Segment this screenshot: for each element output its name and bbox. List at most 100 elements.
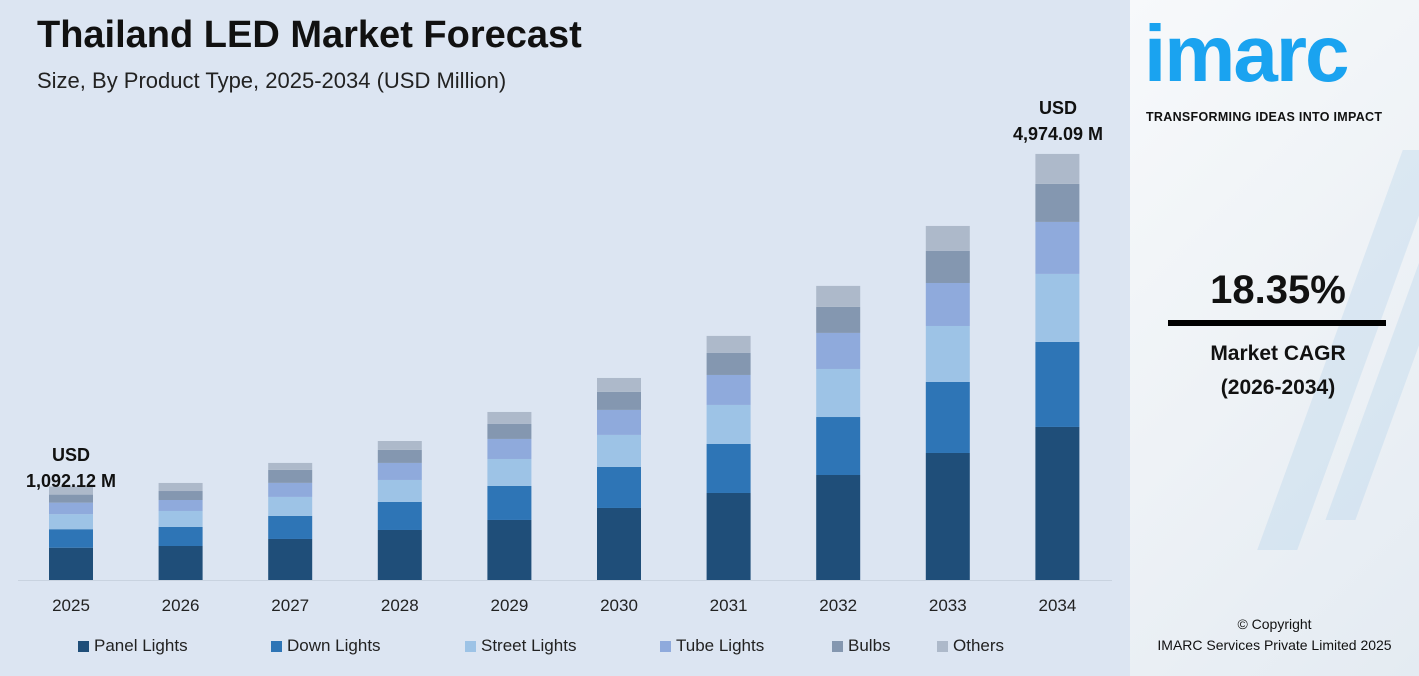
bar-segment-others-2029: [487, 411, 532, 424]
bar-segment-panel-lights-2030: [597, 507, 641, 580]
legend-swatch: [465, 640, 476, 652]
info-panel: imarc TRANSFORMING IDEAS INTO IMPACT 18.…: [1130, 0, 1419, 676]
bar-segment-bulbs-2031: [706, 352, 751, 375]
bar-segment-street-lights-2030: [597, 434, 641, 467]
copyright-line1: © Copyright: [1237, 616, 1312, 632]
bar-segment-down-lights-2032: [816, 417, 861, 476]
bar-segment-street-lights-2026: [158, 510, 203, 527]
bar-segment-down-lights-2029: [487, 485, 532, 520]
x-tick-label: 2030: [600, 596, 638, 615]
bar-segment-panel-lights-2029: [487, 519, 532, 580]
legend-item: Tube Lights: [660, 636, 832, 656]
legend-swatch: [78, 640, 89, 652]
annotation-value: 4,974.09 M: [1012, 124, 1104, 144]
x-tick-label: 2026: [162, 596, 200, 615]
bar-segment-bulbs-2025: [49, 494, 93, 503]
bar-segment-bulbs-2032: [816, 306, 861, 333]
x-tick-label: 2027: [271, 596, 309, 615]
bar-segment-down-lights-2034: [1035, 341, 1080, 427]
bar-segment-panel-lights-2028: [377, 529, 422, 580]
annotation-2025: USD 1,092.12 M: [10, 442, 132, 494]
bar-segment-panel-lights-2026: [158, 545, 203, 580]
bar-segment-bulbs-2030: [597, 391, 641, 410]
legend-label: Bulbs: [848, 636, 891, 655]
cagr-period: (2026-2034): [1220, 376, 1336, 399]
x-tick-label: 2032: [819, 596, 857, 615]
imarc-logo: imarc: [1144, 9, 1349, 98]
bar-segment-down-lights-2026: [158, 526, 203, 546]
bar-segment-street-lights-2028: [377, 479, 422, 502]
bar-segment-bulbs-2034: [1035, 183, 1080, 222]
bar-segment-down-lights-2028: [377, 501, 422, 530]
bar-segment-tube-lights-2028: [377, 462, 422, 480]
bar-segment-panel-lights-2031: [706, 492, 751, 580]
bar-segment-street-lights-2032: [816, 368, 861, 418]
legend-item: Others: [937, 636, 1037, 656]
bar-segment-street-lights-2025: [49, 514, 93, 530]
legend-swatch: [832, 640, 843, 652]
legend-label: Panel Lights: [94, 636, 188, 655]
legend-swatch: [660, 640, 671, 652]
bar-segment-street-lights-2034: [1035, 273, 1080, 342]
bar-segment-others-2030: [597, 377, 641, 392]
bar-segment-others-2034: [1035, 153, 1080, 184]
bar-segment-street-lights-2033: [925, 325, 970, 382]
bar-segment-bulbs-2027: [268, 469, 313, 483]
bar-segment-down-lights-2025: [49, 529, 93, 548]
brand-tagline: TRANSFORMING IDEAS INTO IMPACT: [1146, 110, 1383, 124]
bar-segment-tube-lights-2030: [597, 409, 641, 435]
x-tick-label: 2034: [1038, 596, 1076, 615]
legend: Panel Lights Down Lights Street Lights Tube…: [78, 636, 1037, 656]
bar-segment-panel-lights-2033: [925, 452, 970, 580]
x-tick-label: 2031: [710, 596, 748, 615]
bar-segment-street-lights-2027: [268, 496, 313, 516]
bar-segment-street-lights-2029: [487, 458, 532, 486]
annotation-currency: USD: [51, 445, 90, 465]
bar-segment-others-2027: [268, 462, 313, 470]
stacked-bar-chart: 2025 2026 2027 2028 2029 2030 2031 2032 2033 2034: [18, 153, 1112, 615]
legend-item: Down Lights: [271, 636, 465, 656]
legend-label: Others: [953, 636, 1005, 655]
legend-item: Panel Lights: [78, 636, 271, 656]
bar-segment-tube-lights-2031: [706, 374, 751, 405]
bar-segment-down-lights-2033: [925, 381, 970, 453]
bar-segment-down-lights-2031: [706, 443, 751, 493]
bar-segment-tube-lights-2034: [1035, 221, 1080, 274]
bar-segment-others-2025: [49, 486, 93, 495]
x-tick-label: 2029: [490, 596, 528, 615]
bar-segment-down-lights-2030: [597, 466, 641, 508]
bar-segment-others-2032: [816, 285, 861, 307]
legend-swatch: [271, 640, 282, 652]
bar-segment-tube-lights-2029: [487, 438, 532, 459]
cagr-value: 18.35%: [1210, 268, 1346, 312]
bar-segment-panel-lights-2032: [816, 475, 861, 580]
bar-segment-panel-lights-2025: [49, 547, 93, 580]
x-tick-label: 2033: [929, 596, 967, 615]
bar-segment-tube-lights-2027: [268, 482, 313, 497]
bar-segment-street-lights-2031: [706, 404, 751, 444]
annotation-value: 1,092.12 M: [25, 471, 117, 491]
chart-title: Thailand LED Market Forecast: [37, 14, 582, 56]
bar-segment-down-lights-2027: [268, 515, 313, 539]
bar-segment-panel-lights-2034: [1035, 426, 1080, 580]
divider: [1168, 320, 1386, 326]
cagr-label: Market CAGR: [1210, 342, 1346, 365]
bar-segment-others-2028: [377, 441, 422, 450]
bar-segment-bulbs-2029: [487, 423, 532, 439]
bar-segment-others-2031: [706, 335, 751, 353]
bar-segment-panel-lights-2027: [268, 538, 313, 580]
legend-label: Tube Lights: [676, 636, 765, 655]
chart-panel: Thailand LED Market Forecast Size, By Pr…: [10, 14, 1112, 656]
bar-segment-tube-lights-2032: [816, 332, 861, 369]
bar-segment-bulbs-2033: [925, 250, 970, 283]
chart-subtitle: Size, By Product Type, 2025-2034 (USD Mi…: [37, 68, 507, 93]
legend-swatch: [937, 640, 948, 652]
legend-item: Street Lights: [465, 636, 660, 656]
copyright-line2: IMARC Services Private Limited 2025: [1157, 637, 1392, 653]
bar-segment-tube-lights-2033: [925, 282, 970, 326]
legend-label: Street Lights: [481, 636, 577, 655]
annotation-currency: USD: [1038, 98, 1077, 118]
bar-segment-tube-lights-2026: [158, 500, 203, 511]
bar-segment-bulbs-2028: [377, 449, 422, 463]
bar-segment-bulbs-2026: [158, 491, 203, 501]
